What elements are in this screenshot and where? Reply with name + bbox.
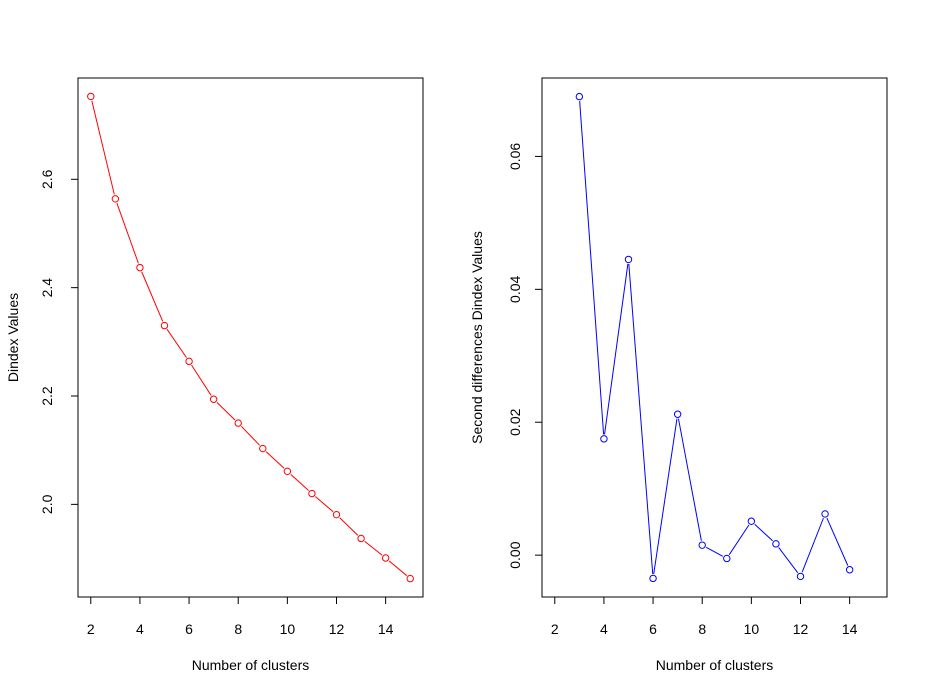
plot2-data-point (821, 510, 829, 518)
plot1-line-segment (339, 517, 359, 536)
plot1-line-segment (364, 540, 383, 556)
plot1-y-tick-label: 2.4 (39, 278, 55, 298)
plot1-line-segment (166, 329, 187, 358)
plot2-y-axis-label: Second differences Dindex Values (469, 231, 485, 444)
plot1-data-point (406, 574, 414, 583)
plot1-data-point (308, 489, 316, 498)
plot2-frame (541, 77, 888, 598)
plot2-data-point (747, 517, 756, 525)
plot1-line-segment (315, 496, 334, 513)
plot2-x-tick-label: 2 (551, 621, 559, 637)
plot1-data-point (234, 419, 242, 427)
plot1-data-point (332, 510, 341, 519)
plot2-data-point (649, 574, 657, 583)
plot2-y-tick-label: 0.06 (507, 143, 523, 170)
plot2-line-segment (778, 547, 799, 574)
plot1-data-point (111, 195, 120, 203)
plot2-panel: 2 4 6 8 10 12 14 0.00 0.02 0.04 0.06 Number of clus… (469, 77, 888, 673)
plot2-line-segment (604, 263, 629, 435)
plot2-x-tick-label: 12 (793, 621, 809, 637)
plot1-data-point (283, 467, 292, 476)
plot1-line-segment (240, 425, 261, 446)
plot2-data-point (698, 541, 706, 549)
plot2-x-tick-label: 10 (744, 621, 760, 637)
plot1-line-segment (141, 271, 164, 322)
plot2-x-tick-label: 6 (649, 621, 657, 637)
plot2-y-tick-label: 0.00 (507, 541, 523, 568)
plot2-data-point (845, 566, 854, 574)
plot1-x-tick-label: 4 (136, 621, 144, 637)
plot2-x-tick-label: 14 (842, 621, 858, 637)
plot2-x-tick-label: 8 (698, 621, 706, 637)
plot1-x-tick-label: 12 (329, 621, 345, 637)
plot1-line-segment (388, 560, 408, 577)
plot2-y-tick-label: 0.04 (507, 275, 523, 302)
plot1-data-point (136, 263, 144, 272)
plot1-x-tick-label: 2 (87, 621, 95, 637)
plot1-line-segment (191, 364, 212, 396)
plot1-y-axis-label: Dindex Values (5, 293, 21, 382)
plot1-x-tick-label: 10 (280, 621, 296, 637)
plot1-line-segment (265, 451, 285, 469)
plot1-line-segment (116, 202, 139, 264)
plot2-line-segment (653, 418, 678, 575)
plot1-data-point (160, 321, 169, 330)
plot2-x-axis-label: Number of clusters (656, 657, 773, 673)
plot2-x-tick-label: 4 (600, 621, 608, 637)
plot1-data-point (381, 554, 390, 562)
plot1-x-axis-label: Number of clusters (192, 657, 309, 673)
plot2-data-point (624, 255, 633, 264)
plot1-panel: 2 4 6 8 10 12 14 2.0 2.2 2.4 2.6 Number of clusters… (5, 77, 424, 673)
plot1-y-tick-label: 2.2 (39, 386, 55, 406)
plot1-line-segment (216, 402, 236, 421)
plot1-y-tick-label: 2.6 (39, 169, 55, 189)
plot1-frame (77, 77, 424, 598)
plot2-line-segment (826, 517, 849, 566)
plot2-data-point (772, 540, 780, 548)
plot2-data-point (600, 435, 608, 443)
plot1-y-tick-label: 2.0 (39, 494, 55, 514)
plot2-data-point (575, 92, 584, 101)
plot1-x-tick-label: 14 (378, 621, 394, 637)
plot2-data-point (673, 410, 682, 418)
plot1-data-point (209, 395, 218, 403)
plot2-line-segment (728, 524, 750, 555)
plot2-line-segment (754, 523, 773, 542)
plot1-x-tick-label: 8 (234, 621, 242, 637)
plot2-y-tick-label: 0.02 (507, 408, 523, 435)
plot2-line-segment (677, 418, 702, 541)
plot1-x-tick-label: 6 (185, 621, 193, 637)
plot1-line-segment (290, 473, 309, 491)
plot2-data-point (796, 572, 805, 581)
plot2-line-segment (801, 517, 824, 573)
plot2-data-point (723, 554, 731, 563)
plot1-data-point (259, 444, 267, 453)
plot2-line-segment (579, 101, 605, 435)
plot1-data-point (185, 357, 193, 366)
plot2-line-segment (705, 546, 724, 557)
plot1-data-point (357, 534, 365, 543)
plot1-line-segment (91, 100, 115, 195)
plot2-line-segment (628, 263, 654, 574)
plot1-data-point (87, 92, 95, 101)
